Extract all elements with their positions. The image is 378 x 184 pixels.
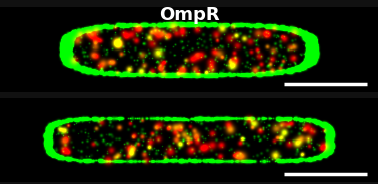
Text: OmpR: OmpR [159, 6, 219, 24]
